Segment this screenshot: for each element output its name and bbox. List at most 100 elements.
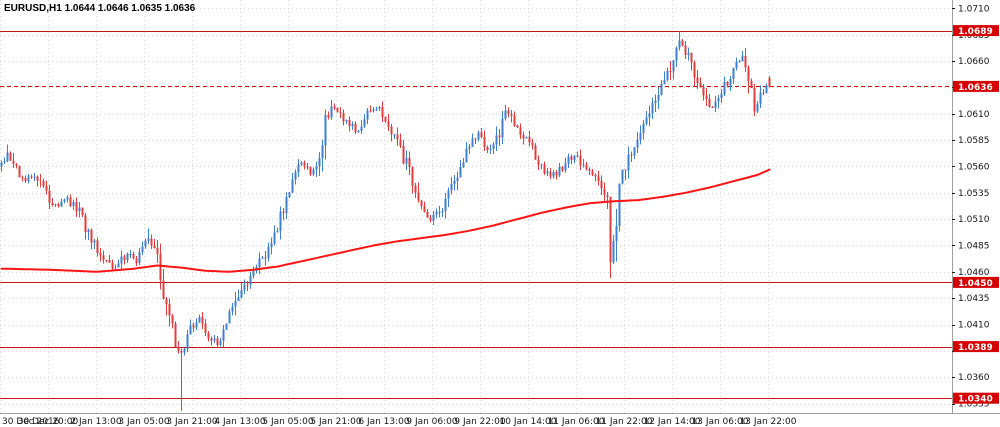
candle-body (669, 70, 672, 72)
candle-body (543, 164, 546, 174)
candle-body (378, 106, 381, 109)
candle-body (180, 351, 183, 353)
candle-body (666, 70, 669, 81)
candle-body (207, 333, 210, 339)
x-axis-label: 3 Jan 21:00 (166, 417, 218, 427)
candle-body (9, 152, 12, 161)
candle-body (252, 271, 255, 277)
candle-body (84, 215, 87, 232)
candle-body (45, 185, 48, 191)
price-badge-label: 1.0689 (958, 27, 993, 37)
candle-body (681, 40, 684, 46)
candle-body (597, 176, 600, 181)
candle-body (732, 68, 735, 80)
candle-body (90, 229, 93, 243)
candle-body (360, 126, 363, 131)
candle-body (387, 121, 390, 127)
candle-body (153, 245, 156, 249)
candle-body (393, 134, 396, 136)
price-badge: 1.0450 (953, 276, 999, 289)
candle-body (165, 299, 168, 305)
candle-body (336, 107, 339, 113)
candle-body (297, 164, 300, 173)
price-badge: 1.0389 (953, 341, 999, 353)
candle-body (357, 130, 360, 133)
x-axis-label: 5 Jan 21:00 (310, 417, 362, 427)
candle-body (645, 117, 648, 124)
candle-body (714, 101, 717, 108)
candle-body (621, 169, 624, 184)
candle-body (672, 60, 675, 72)
candle-body (552, 172, 555, 177)
candle-body (705, 95, 708, 100)
candle-body (375, 108, 378, 110)
candle-body (18, 166, 21, 178)
candle-body (558, 167, 561, 176)
price-badge: 1.0340 (953, 392, 999, 405)
candle-body (537, 159, 540, 166)
candle-body (177, 346, 180, 351)
candle-body (399, 139, 402, 146)
candle-body (363, 119, 366, 127)
candle-body (186, 334, 189, 349)
candle-body (168, 304, 171, 316)
candle-body (120, 256, 123, 264)
candle-body (21, 177, 24, 179)
candle-body (327, 115, 330, 118)
moving-average-line[interactable] (0, 168, 771, 273)
candle-body (234, 301, 237, 307)
candle-body (429, 217, 432, 221)
candle-body (567, 156, 570, 164)
candle-body (303, 162, 306, 167)
candle-body (225, 323, 228, 330)
candle-body (174, 323, 177, 347)
candle-body (606, 195, 609, 197)
candle-body (540, 164, 543, 166)
candle-body (609, 196, 612, 263)
candle-body (396, 134, 399, 140)
price-badge-label: 1.0450 (958, 279, 993, 289)
x-axis-label: 9 Jan 06:00 (406, 417, 458, 427)
candle-body (27, 176, 30, 181)
candle-body (450, 184, 453, 191)
y-axis-label: 1.0585 (958, 136, 990, 146)
candle-body (87, 229, 90, 232)
candle-body (516, 125, 519, 128)
candle-body (501, 118, 504, 138)
candle-body (648, 113, 651, 118)
candle-body (72, 202, 75, 206)
candle-body (678, 40, 681, 48)
candle-body (471, 138, 474, 147)
candle-body (159, 254, 162, 281)
candle-body (285, 196, 288, 214)
candle-body (729, 79, 732, 86)
candle-body (591, 170, 594, 176)
candle-body (345, 120, 348, 122)
candle-body (459, 166, 462, 178)
candle-body (708, 99, 711, 108)
price-badge-bg (953, 25, 999, 37)
candle-body (531, 142, 534, 146)
candle-body (588, 169, 591, 171)
horizontal-level-lines[interactable] (0, 31, 952, 399)
candle-body (291, 179, 294, 193)
candle-body (630, 154, 633, 156)
candle-body (618, 183, 621, 227)
candle-body (726, 81, 729, 86)
candle-body (498, 135, 501, 138)
candle-body (189, 325, 192, 335)
candle-body (264, 257, 267, 259)
y-axis-label: 1.0610 (958, 110, 990, 120)
candle-body (600, 180, 603, 189)
candle-body (324, 115, 327, 146)
candle-body (150, 238, 153, 246)
candle-body (480, 132, 483, 137)
candle-body (132, 253, 135, 259)
candle-body (246, 284, 249, 286)
candle-body (546, 171, 549, 174)
candle-body (66, 197, 69, 200)
